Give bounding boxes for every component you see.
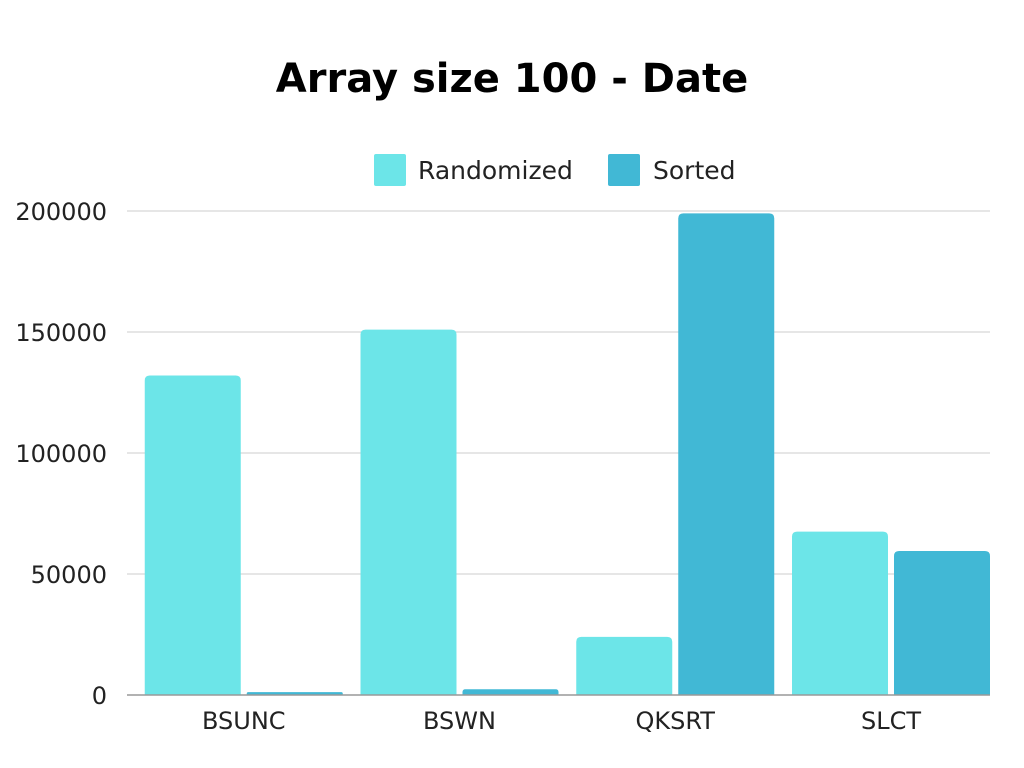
gridlines [127, 210, 990, 575]
chart-legend: Randomized Sorted [374, 154, 736, 186]
chart-title: Array size 100 - Date [276, 56, 748, 102]
bars [144, 213, 990, 696]
legend-swatch-sorted [608, 154, 640, 186]
y-tick-label: 0 [92, 682, 107, 710]
bar-randomized-bsunc [144, 375, 241, 695]
x-tick-label: SLCT [861, 707, 921, 735]
x-tick-label: BSUNC [202, 707, 286, 735]
legend-label-randomized: Randomized [418, 156, 573, 185]
y-tick-label: 200000 [15, 198, 107, 226]
x-axis-tick-labels: BSUNC BSWN QKSRT SLCT [202, 707, 921, 735]
y-tick-label: 100000 [15, 440, 107, 468]
bar-randomized-qksrt [576, 636, 673, 695]
legend-swatch-randomized [374, 154, 406, 186]
bar-sorted-qksrt [678, 213, 775, 696]
bar-randomized-bswn [360, 329, 457, 695]
x-tick-label: QKSRT [636, 707, 716, 735]
x-tick-label: BSWN [423, 707, 496, 735]
bar-sorted-bswn [462, 689, 559, 695]
y-tick-label: 150000 [15, 319, 107, 347]
bar-sorted-slct [894, 551, 990, 695]
legend-label-sorted: Sorted [653, 156, 736, 185]
y-axis-tick-labels: 0 50000 100000 150000 200000 [15, 198, 107, 710]
bar-randomized-slct [792, 531, 888, 695]
y-tick-label: 50000 [31, 561, 107, 589]
